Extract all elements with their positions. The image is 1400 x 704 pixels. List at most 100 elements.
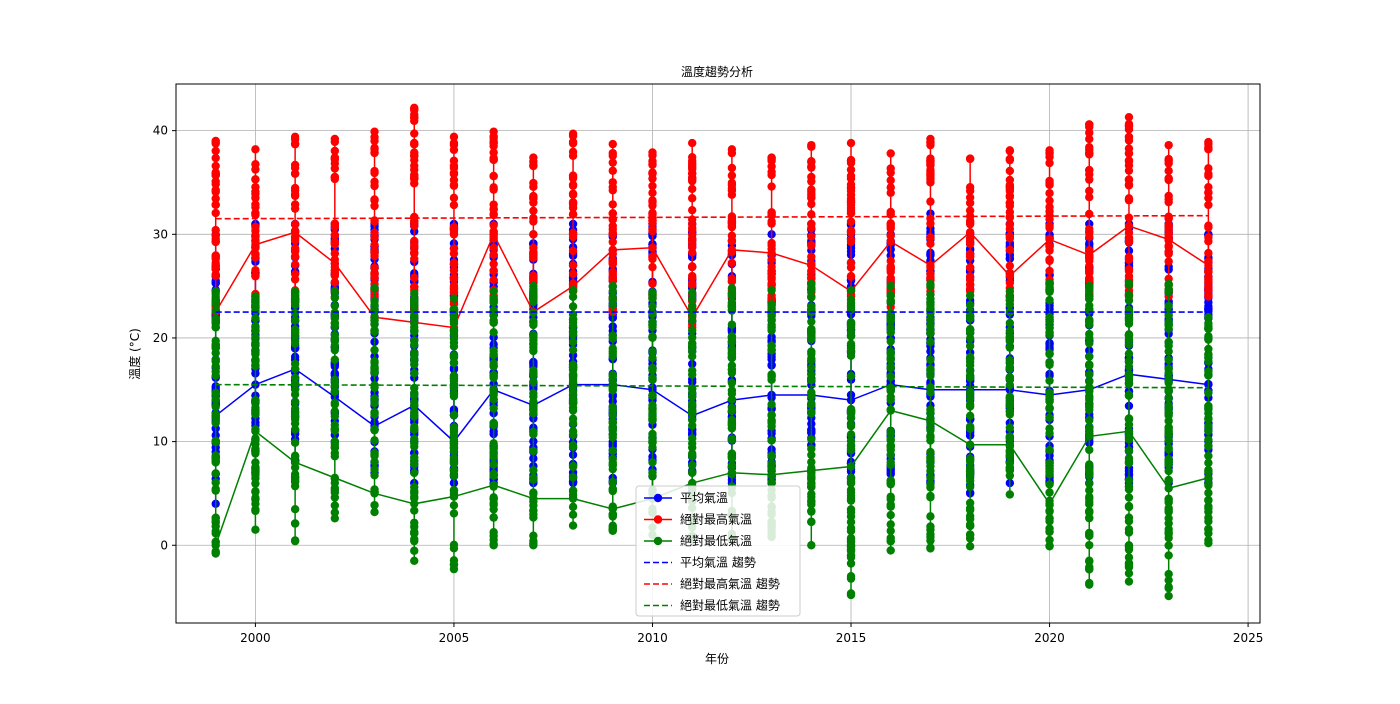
series-point	[251, 397, 260, 407]
series-point	[926, 493, 935, 502]
series-point	[370, 465, 379, 474]
series-point	[687, 194, 697, 203]
series-point	[846, 228, 856, 237]
series-point	[290, 339, 300, 348]
series-point	[370, 132, 379, 142]
series-point	[449, 471, 459, 480]
series-point	[727, 461, 737, 470]
series-point	[330, 424, 340, 433]
series-point	[807, 541, 816, 550]
series-point	[1005, 287, 1015, 296]
series-point	[1204, 479, 1213, 488]
series-point	[1005, 423, 1015, 432]
series-point	[767, 182, 776, 191]
series-point	[846, 272, 856, 281]
series-point	[1204, 388, 1213, 398]
x-tick-label: 2000	[240, 631, 271, 645]
series-point	[370, 457, 379, 467]
series-point	[926, 473, 935, 482]
series-point	[1005, 261, 1015, 270]
series-line	[214, 409, 1209, 546]
series-point	[370, 345, 379, 355]
series-point	[251, 296, 260, 305]
series-point	[807, 450, 816, 460]
series-point	[211, 171, 220, 180]
y-axis-label: 溫度 (°C)	[127, 328, 142, 380]
series-point	[251, 340, 260, 350]
legend-label: 絕對最低氣溫 趨勢	[680, 598, 780, 613]
series-point	[251, 249, 260, 259]
series-point	[211, 254, 220, 263]
series-point	[608, 166, 617, 175]
series-point	[370, 316, 379, 325]
series-point	[211, 289, 220, 299]
series-point	[965, 473, 975, 483]
series-point	[1164, 311, 1173, 320]
series-point	[1164, 232, 1173, 241]
series-point	[1204, 435, 1213, 444]
series-point	[1085, 294, 1094, 304]
series-point	[727, 231, 737, 240]
series-point	[449, 168, 459, 178]
series-point	[687, 152, 697, 162]
series-point	[568, 473, 578, 482]
series-point	[727, 190, 737, 199]
series-point	[568, 292, 578, 301]
series-point	[1085, 143, 1094, 152]
series-point	[489, 204, 498, 214]
series-point	[1164, 445, 1173, 454]
series-point	[370, 471, 379, 480]
series-point	[648, 414, 657, 423]
series-point	[1204, 164, 1213, 173]
series-point	[211, 513, 220, 523]
series-point	[965, 361, 975, 370]
series-point	[568, 361, 578, 371]
series-point	[370, 362, 379, 371]
x-tick-label: 2010	[637, 631, 668, 645]
series-point	[648, 333, 657, 342]
series-point	[926, 483, 935, 492]
series-layer	[211, 103, 1213, 601]
series-point	[568, 441, 578, 450]
series-point	[529, 182, 538, 192]
series-point	[489, 539, 498, 549]
series-point	[211, 538, 220, 547]
series-point	[846, 574, 856, 583]
series-point	[846, 351, 856, 360]
series-point	[727, 435, 737, 444]
series-point	[1045, 488, 1054, 497]
series-point	[410, 388, 419, 398]
series-point	[529, 497, 538, 506]
series-point	[1045, 215, 1054, 224]
series-point	[1164, 505, 1173, 515]
series-point	[449, 223, 459, 233]
series-point	[1085, 134, 1094, 144]
series-point	[211, 146, 220, 156]
series-point	[568, 232, 578, 242]
series-point	[608, 386, 617, 395]
series-point	[489, 183, 498, 192]
series-point	[886, 405, 895, 414]
series-point	[1045, 445, 1054, 455]
series-point	[926, 300, 935, 309]
series-point	[330, 172, 340, 182]
series-point	[290, 169, 300, 178]
series-point	[290, 408, 300, 417]
series-point	[1164, 355, 1173, 365]
series-point	[330, 146, 340, 156]
series-point	[489, 287, 498, 296]
series-point	[608, 372, 617, 381]
series-point	[727, 218, 737, 227]
series-point	[965, 455, 975, 464]
series-point	[608, 477, 617, 487]
series-point	[211, 395, 220, 405]
series-point	[1085, 460, 1094, 469]
series-point	[449, 284, 459, 293]
series-point	[489, 450, 498, 459]
series-point	[886, 362, 895, 371]
series-point	[529, 308, 538, 318]
series-point	[965, 291, 975, 300]
series-point	[290, 373, 300, 383]
series-point	[807, 219, 816, 229]
series-point	[886, 442, 895, 452]
